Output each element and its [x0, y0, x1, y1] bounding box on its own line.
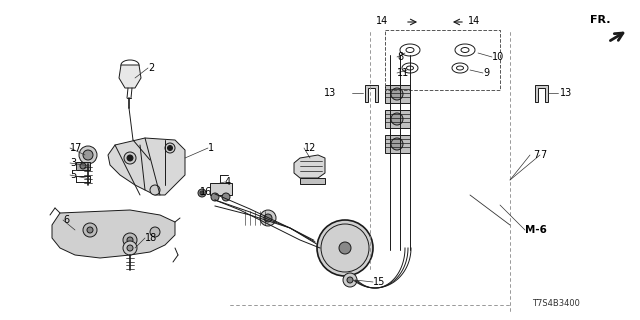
Polygon shape — [119, 65, 141, 88]
Circle shape — [127, 237, 133, 243]
Circle shape — [150, 227, 160, 237]
Circle shape — [83, 150, 93, 160]
Circle shape — [339, 242, 351, 254]
Circle shape — [83, 223, 97, 237]
Polygon shape — [108, 138, 185, 195]
Circle shape — [391, 138, 403, 150]
Circle shape — [198, 189, 206, 197]
Text: 17: 17 — [70, 143, 83, 153]
Text: 12: 12 — [304, 143, 316, 153]
Text: 5: 5 — [70, 170, 76, 180]
Circle shape — [391, 88, 403, 100]
Circle shape — [347, 277, 353, 283]
Text: 14: 14 — [468, 16, 480, 26]
Text: T7S4B3400: T7S4B3400 — [532, 299, 580, 308]
Polygon shape — [52, 210, 175, 258]
Text: 13: 13 — [560, 88, 572, 98]
Circle shape — [165, 143, 175, 153]
Circle shape — [391, 113, 403, 125]
Bar — [210, 183, 232, 195]
Bar — [385, 30, 500, 90]
Bar — [385, 110, 410, 128]
Circle shape — [123, 241, 137, 255]
Circle shape — [200, 191, 204, 195]
Circle shape — [123, 233, 137, 247]
Circle shape — [127, 245, 133, 251]
Circle shape — [127, 155, 133, 161]
Polygon shape — [535, 85, 548, 102]
Circle shape — [168, 146, 173, 150]
Circle shape — [87, 227, 93, 233]
Text: 3: 3 — [70, 158, 76, 168]
Circle shape — [124, 152, 136, 164]
Polygon shape — [365, 85, 378, 102]
Text: 6: 6 — [63, 215, 69, 225]
Circle shape — [343, 273, 357, 287]
Text: 7: 7 — [533, 150, 540, 160]
Polygon shape — [76, 162, 90, 170]
Text: 18: 18 — [145, 233, 157, 243]
Text: 8: 8 — [397, 52, 403, 62]
Text: FR.: FR. — [590, 15, 611, 25]
Polygon shape — [294, 155, 325, 178]
Circle shape — [222, 193, 230, 201]
Text: 2: 2 — [148, 63, 154, 73]
Bar — [385, 85, 410, 103]
Circle shape — [211, 193, 219, 201]
Polygon shape — [300, 178, 325, 184]
Text: 11: 11 — [397, 68, 409, 78]
Text: 10: 10 — [492, 52, 504, 62]
Text: 7: 7 — [540, 150, 547, 160]
Text: 1: 1 — [208, 143, 214, 153]
Circle shape — [79, 146, 97, 164]
Circle shape — [80, 163, 86, 169]
Text: 4: 4 — [225, 177, 231, 187]
Text: M-6: M-6 — [525, 225, 547, 235]
Text: 14: 14 — [376, 16, 388, 26]
Bar — [385, 135, 410, 153]
Circle shape — [260, 210, 276, 226]
Text: 9: 9 — [483, 68, 489, 78]
Text: 13: 13 — [324, 88, 336, 98]
Text: 16: 16 — [200, 187, 212, 197]
Text: 15: 15 — [373, 277, 385, 287]
Circle shape — [264, 214, 272, 222]
Circle shape — [150, 185, 160, 195]
Circle shape — [317, 220, 373, 276]
